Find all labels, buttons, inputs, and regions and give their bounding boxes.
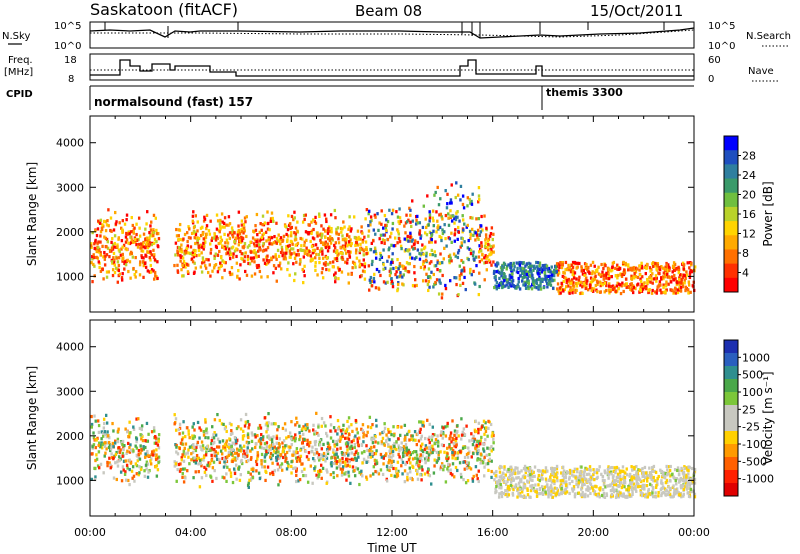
nsky-tick-bottom: 10^0 [54, 41, 81, 52]
cpid-label: CPID [6, 89, 33, 100]
velocity-panel: 1000 2000 3000 4000 Slant Range [km] 1000 50… [25, 319, 775, 554]
y-tick-label: 1000 [56, 270, 84, 283]
freq-tick-bottom: 8 [68, 74, 74, 85]
nsky-tick-top: 10^5 [54, 21, 81, 32]
y-tick-label: 4000 [56, 341, 84, 354]
colorbar-tick-label: 100 [742, 386, 763, 399]
date-title: 15/Oct/2011 [590, 2, 683, 20]
nsky-panel: N.Sky 10^5 10^0 10^5 10^0 N.Search [2, 21, 791, 52]
colorbar-swatch [724, 457, 738, 471]
y-tick-label: 2000 [56, 430, 84, 443]
colorbar-swatch [724, 277, 738, 293]
colorbar-tick-label: 25 [742, 403, 756, 416]
colorbar-tick-label: 24 [742, 169, 756, 182]
x-tick-label: 04:00 [175, 526, 207, 539]
freq-panel: Freq. [MHz] 18 8 60 0 Nave [4, 53, 780, 85]
nsearch-tick-top: 10^5 [708, 21, 735, 32]
power-data-layer [90, 181, 697, 300]
colorbar-swatch [724, 340, 738, 354]
colorbar-tick-label: 8 [742, 247, 749, 260]
power-panel: 1000 2000 3000 4000 Slant Range [km] 4 8 12 16… [25, 115, 775, 313]
velocity-colorbar-label: Velocity [m s⁻¹] [761, 371, 775, 464]
beam-title: Beam 08 [355, 2, 422, 20]
cpid-segment-2: themis 3300 [546, 86, 623, 99]
freq-trace [90, 59, 694, 77]
colorbar-tick-label: -100 [742, 438, 767, 451]
x-tick-label: 00:00 [678, 526, 710, 539]
colorbar-tick-label: 20 [742, 189, 756, 202]
colorbar-tick-label: 4 [742, 267, 749, 280]
colorbar-swatch [724, 418, 738, 432]
colorbar-swatch [724, 405, 738, 419]
cpid-segment-1: normalsound (fast) 157 [94, 95, 253, 109]
y-tick-label: 2000 [56, 226, 84, 239]
power-colorbar: 4 8 12 16 20 24 28 [723, 135, 756, 293]
colorbar-swatch [724, 366, 738, 380]
x-tick-label: 20:00 [577, 526, 609, 539]
x-axis-label: Time UT [366, 541, 417, 554]
colorbar-swatch [724, 178, 738, 194]
freq-label-2: [MHz] [4, 67, 33, 78]
y-tick-label: 1000 [56, 474, 84, 487]
colorbar-swatch [724, 392, 738, 406]
colorbar-swatch [724, 221, 738, 236]
colorbar-swatch [724, 206, 738, 222]
nave-tick-bottom: 0 [708, 74, 714, 85]
power-ylabel: Slant Range [km] [25, 162, 39, 266]
y-tick-label: 4000 [56, 137, 84, 150]
nave-label: Nave [748, 66, 774, 77]
cpid-panel: CPID normalsound (fast) 157 themis 3300 [6, 85, 694, 110]
colorbar-swatch [724, 249, 738, 265]
colorbar-swatch [724, 136, 738, 151]
colorbar-swatch [724, 431, 738, 445]
velocity-data-layer [90, 411, 697, 500]
colorbar-swatch [724, 150, 738, 165]
velocity-colorbar: 1000 500 100 25 -25 -100 -500 -1000 [723, 339, 774, 497]
station-title: Saskatoon (fitACF) [90, 0, 238, 19]
power-colorbar-label: Power [dB] [761, 181, 775, 246]
colorbar-tick-label: -1000 [742, 473, 774, 486]
x-tick-label: 12:00 [376, 526, 408, 539]
colorbar-tick-label: 12 [742, 228, 756, 241]
nave-tick-top: 60 [708, 55, 721, 66]
nsky-label: N.Sky [2, 31, 30, 42]
colorbar-swatch [724, 444, 738, 458]
x-tick-label: 16:00 [477, 526, 509, 539]
colorbar-tick-label: 16 [742, 208, 756, 221]
x-tick-label: 00:00 [74, 526, 106, 539]
y-tick-label: 3000 [56, 181, 84, 194]
y-tick-label: 3000 [56, 385, 84, 398]
colorbar-swatch [724, 263, 738, 279]
colorbar-tick-label: -500 [742, 455, 767, 468]
colorbar-swatch [724, 164, 738, 180]
x-tick-label: 08:00 [275, 526, 307, 539]
freq-tick-top: 18 [64, 55, 77, 66]
colorbar-tick-label: 500 [742, 369, 763, 382]
nsearch-label: N.Search [746, 31, 791, 42]
nsearch-tick-bottom: 10^0 [708, 41, 735, 52]
colorbar-swatch [724, 379, 738, 393]
colorbar-swatch [724, 353, 738, 367]
colorbar-swatch [724, 470, 738, 484]
freq-label-1: Freq. [8, 55, 33, 66]
velocity-ylabel: Slant Range [km] [25, 366, 39, 470]
colorbar-tick-label: -25 [742, 421, 760, 434]
colorbar-swatch [724, 235, 738, 250]
colorbar-tick-label: 1000 [742, 351, 770, 364]
nsky-trace [89, 27, 695, 39]
colorbar-swatch [724, 192, 738, 208]
colorbar-tick-label: 28 [742, 150, 756, 163]
colorbar-swatch [724, 483, 738, 497]
